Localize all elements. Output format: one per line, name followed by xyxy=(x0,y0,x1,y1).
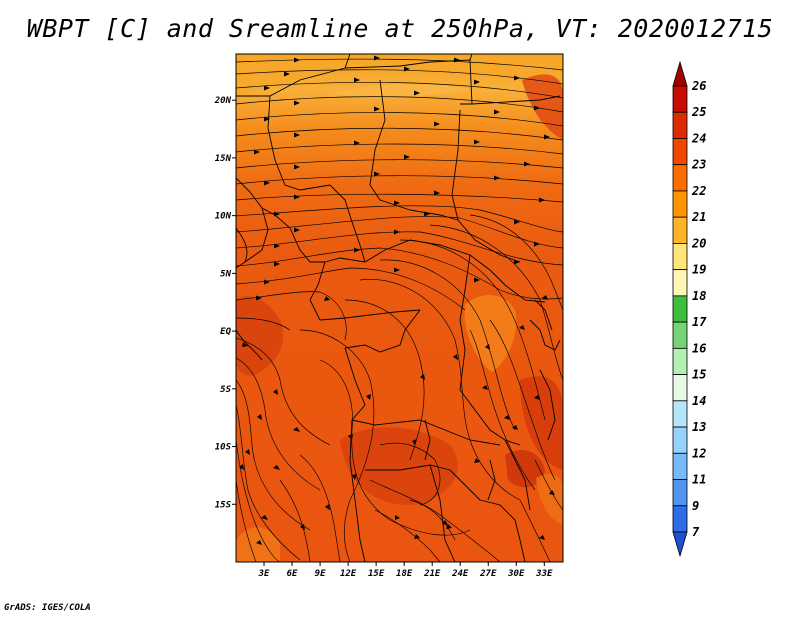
lon-tick-label: 24E xyxy=(451,569,469,579)
lon-tick-label: 15E xyxy=(368,569,385,579)
lat-tick-label: 10N xyxy=(215,212,232,222)
colorbar-label: 19 xyxy=(692,263,706,277)
colorbar-swatch xyxy=(672,295,688,323)
colorbar-swatch xyxy=(672,426,688,454)
lat-tick-label: 15S xyxy=(215,500,232,510)
credit-label: GrADS: IGES/COLA xyxy=(4,603,91,613)
colorbar-swatch xyxy=(672,374,688,402)
lat-tick-label: 15N xyxy=(215,154,232,164)
lon-tick-label: 6E xyxy=(287,569,298,579)
colorbar-swatch xyxy=(672,216,688,244)
lat-tick-label: EQ xyxy=(220,327,231,337)
colorbar-label: 16 xyxy=(692,341,706,355)
colorbar-label: 21 xyxy=(691,210,706,224)
colorbar-swatch xyxy=(672,243,688,271)
colorbar-swatch xyxy=(672,111,688,139)
colorbar-swatch xyxy=(672,85,688,113)
colorbar-swatch xyxy=(672,269,688,297)
colorbar-swatch xyxy=(672,138,688,166)
colorbar-label: 12 xyxy=(692,446,706,460)
colorbar-max-arrow xyxy=(672,60,688,87)
colorbar-label: 15 xyxy=(692,368,706,382)
lon-tick-label: 9E xyxy=(315,569,326,579)
colorbar-label: 26 xyxy=(691,79,706,93)
colorbar-label: 18 xyxy=(692,289,706,303)
wbpt-field xyxy=(236,54,563,562)
lon-tick-label: 18E xyxy=(396,569,413,579)
colorbar-swatch xyxy=(672,479,688,507)
lat-tick-label: 5S xyxy=(220,385,231,395)
map-frame xyxy=(235,53,564,563)
colorbar-swatch xyxy=(672,505,688,533)
colorbar-swatch xyxy=(672,347,688,375)
lon-tick-label: 21E xyxy=(423,569,441,579)
colorbar-label: 7 xyxy=(692,525,700,539)
colorbar: 26 25 24 23 22 21 20 19 18 17 16 15 14 13 12 11 9 7 xyxy=(672,60,707,558)
colorbar-swatch xyxy=(672,321,688,349)
lat-tick-label: 20N xyxy=(214,96,232,106)
colorbar-label: 22 xyxy=(691,184,706,198)
colorbar-label: 13 xyxy=(692,420,706,434)
lat-tick-label: 5N xyxy=(220,269,231,279)
colorbar-label: 24 xyxy=(691,131,706,145)
colorbar-label: 11 xyxy=(692,473,706,487)
colorbar-swatch xyxy=(672,452,688,480)
map-title: WBPT [C] and Sreamline at 250hPa, VT: 20… xyxy=(26,14,774,43)
colorbar-swatch xyxy=(672,190,688,218)
lon-tick-label: 30E xyxy=(507,569,525,579)
colorbar-swatch xyxy=(672,400,688,428)
lon-tick-label: 12E xyxy=(340,569,357,579)
colorbar-label: 25 xyxy=(691,105,706,119)
colorbar-label: 17 xyxy=(692,315,707,329)
country-borders xyxy=(236,54,561,562)
latitude-axis: 20N 15N 10N 5N EQ 5S 10S 15S xyxy=(214,96,236,510)
streamline-arrows xyxy=(239,55,555,545)
colorbar-label: 20 xyxy=(691,236,706,250)
colorbar-label: 9 xyxy=(692,499,699,513)
lat-tick-label: 10S xyxy=(215,443,232,453)
colorbar-label: 14 xyxy=(692,394,706,408)
lon-tick-label: 33E xyxy=(535,569,553,579)
colorbar-label: 23 xyxy=(691,158,706,172)
lon-tick-label: 27E xyxy=(479,569,497,579)
longitude-axis: 3E 6E 9E 12E 15E 18E 21E 24E 27E 30E 33E xyxy=(258,562,553,579)
streamlines xyxy=(236,58,563,562)
colorbar-min-arrow xyxy=(672,531,688,558)
colorbar-swatch xyxy=(672,164,688,192)
lon-tick-label: 3E xyxy=(258,569,270,579)
